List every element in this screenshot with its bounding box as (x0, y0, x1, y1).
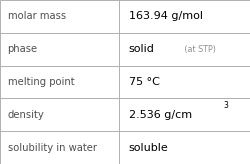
Text: phase: phase (8, 44, 38, 54)
Text: 2.536 g/cm: 2.536 g/cm (129, 110, 192, 120)
Text: density: density (8, 110, 44, 120)
Text: (at STP): (at STP) (182, 45, 216, 54)
Text: solid: solid (129, 44, 154, 54)
Text: soluble: soluble (129, 143, 168, 153)
Text: 163.94 g/mol: 163.94 g/mol (129, 11, 203, 21)
Text: 75 °C: 75 °C (129, 77, 160, 87)
Text: melting point: melting point (8, 77, 74, 87)
Text: solubility in water: solubility in water (8, 143, 96, 153)
Text: 3: 3 (224, 101, 228, 110)
Text: molar mass: molar mass (8, 11, 66, 21)
